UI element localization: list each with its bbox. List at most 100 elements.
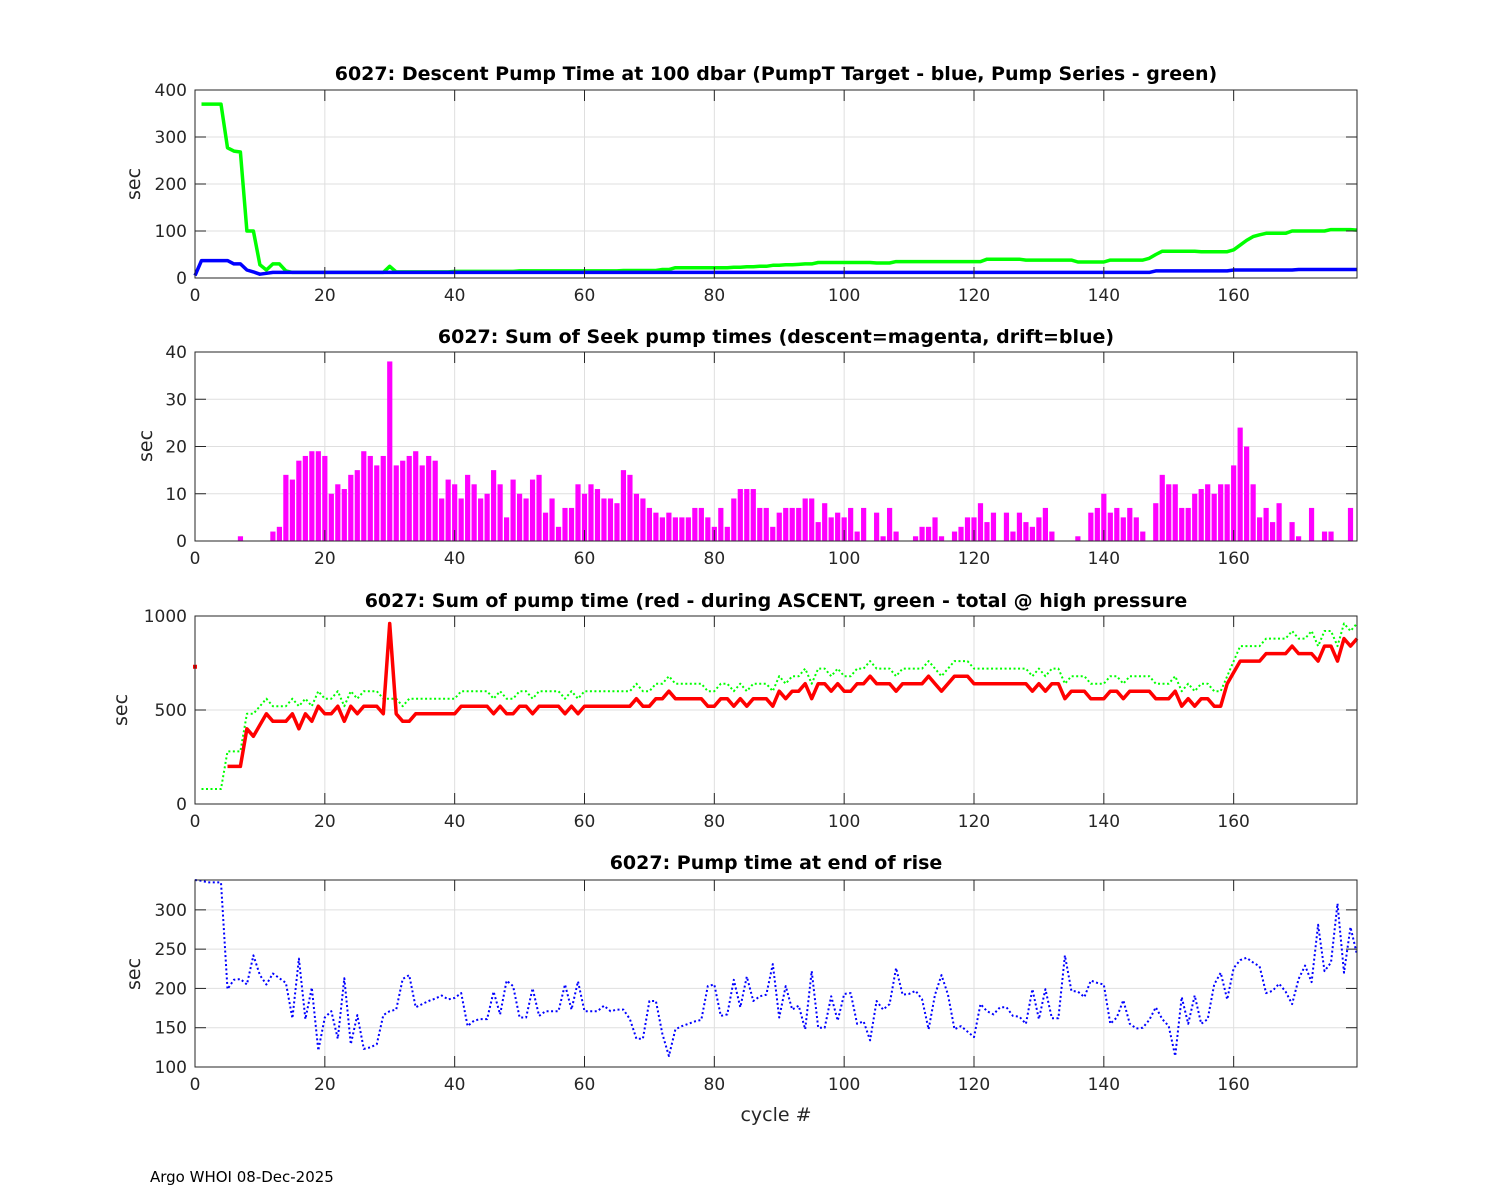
bar	[666, 512, 672, 541]
bar	[1205, 484, 1211, 541]
x-tick-label: 120	[958, 286, 990, 306]
bar	[1023, 522, 1029, 541]
bar	[1133, 517, 1139, 541]
y-tick-label: 0	[176, 269, 187, 289]
series-line-during-ascent	[227, 621, 1359, 769]
bar	[653, 512, 659, 541]
y-tick-label: 300	[155, 128, 187, 148]
bar	[1270, 522, 1276, 541]
bar	[757, 507, 763, 541]
bar	[400, 460, 406, 541]
y-tick-label: 10	[165, 485, 187, 505]
bar	[510, 479, 516, 541]
bar	[1328, 531, 1334, 541]
bar	[750, 489, 756, 541]
bar	[731, 498, 737, 541]
bar	[685, 517, 691, 541]
bar	[601, 498, 607, 541]
bar	[887, 507, 893, 541]
bar	[1224, 484, 1230, 541]
x-tick-label: 120	[958, 549, 990, 569]
bar	[594, 489, 601, 541]
bar	[1263, 507, 1269, 541]
x-tick-label: 20	[314, 549, 336, 569]
bar	[718, 507, 724, 541]
subplot-title: 6027: Descent Pump Time at 100 dbar (Pum…	[335, 63, 1218, 85]
bar	[977, 503, 984, 541]
bar	[1016, 512, 1023, 541]
subplot-title: 6027: Pump time at end of rise	[610, 852, 943, 874]
x-tick-label: 40	[444, 1075, 466, 1095]
x-tick-label: 160	[1217, 812, 1249, 832]
bar	[348, 474, 354, 541]
bar	[964, 517, 971, 541]
x-tick-label: 60	[574, 1075, 596, 1095]
x-tick-label: 140	[1088, 1075, 1120, 1095]
bar	[328, 493, 334, 541]
bar	[413, 451, 419, 541]
bar	[452, 484, 458, 541]
bar	[1237, 427, 1243, 541]
x-tick-label: 60	[574, 286, 596, 306]
y-tick-label: 200	[155, 175, 187, 195]
bar	[1166, 484, 1172, 541]
bar	[374, 465, 380, 541]
bar	[990, 512, 997, 541]
x-tick-label: 80	[704, 286, 726, 306]
bar	[1276, 503, 1282, 541]
bar	[1107, 512, 1113, 541]
y-tick-label: 100	[155, 222, 187, 242]
bar	[1179, 507, 1185, 541]
y-tick-label: 150	[155, 1019, 187, 1039]
x-tick-label: 20	[314, 1075, 336, 1095]
data-layer	[194, 879, 1358, 1057]
y-axis-label: sec	[123, 958, 145, 990]
series-line-pump-series	[201, 102, 1358, 275]
bar	[439, 498, 445, 541]
bar	[1101, 493, 1107, 541]
subplot-descent-pump-time: 6027: Descent Pump Time at 100 dbar (Pum…	[123, 63, 1358, 306]
bar	[575, 484, 581, 541]
bar	[335, 484, 341, 541]
x-tick-label: 120	[958, 812, 990, 832]
bar	[925, 526, 932, 541]
x-tick-label: 100	[828, 812, 860, 832]
x-tick-label: 0	[190, 549, 201, 569]
bar	[322, 455, 328, 541]
x-tick-label: 140	[1088, 549, 1120, 569]
bar	[387, 361, 393, 541]
bar	[445, 479, 451, 541]
bar	[426, 455, 432, 541]
bar	[1094, 507, 1100, 541]
subplot-sum-pump-time: 6027: Sum of pump time (red - during ASC…	[110, 590, 1359, 832]
bar	[874, 512, 880, 541]
bar	[1120, 517, 1126, 541]
bar	[523, 498, 529, 541]
bar	[296, 460, 302, 541]
bar	[1244, 446, 1250, 541]
bar	[783, 507, 789, 541]
series-line-end-of-rise	[194, 879, 1358, 1057]
x-tick-label: 40	[444, 812, 466, 832]
bar	[809, 498, 815, 541]
bar	[1042, 507, 1048, 541]
x-tick-label: 0	[190, 286, 201, 306]
bar	[237, 536, 244, 541]
bar	[672, 517, 678, 541]
bar	[1289, 522, 1295, 541]
x-tick-label: 80	[704, 1075, 726, 1095]
bar	[354, 470, 360, 541]
bar	[932, 517, 938, 541]
axes-frame	[194, 879, 1358, 1068]
bar	[465, 474, 471, 541]
x-tick-label: 100	[828, 1075, 860, 1095]
bar	[822, 503, 828, 541]
bar	[1075, 536, 1081, 541]
data-layer	[193, 102, 1358, 277]
bar	[763, 507, 769, 541]
bar	[679, 517, 685, 541]
bar	[549, 498, 555, 541]
bar	[432, 460, 438, 541]
bar	[289, 479, 295, 541]
bar	[367, 455, 373, 541]
